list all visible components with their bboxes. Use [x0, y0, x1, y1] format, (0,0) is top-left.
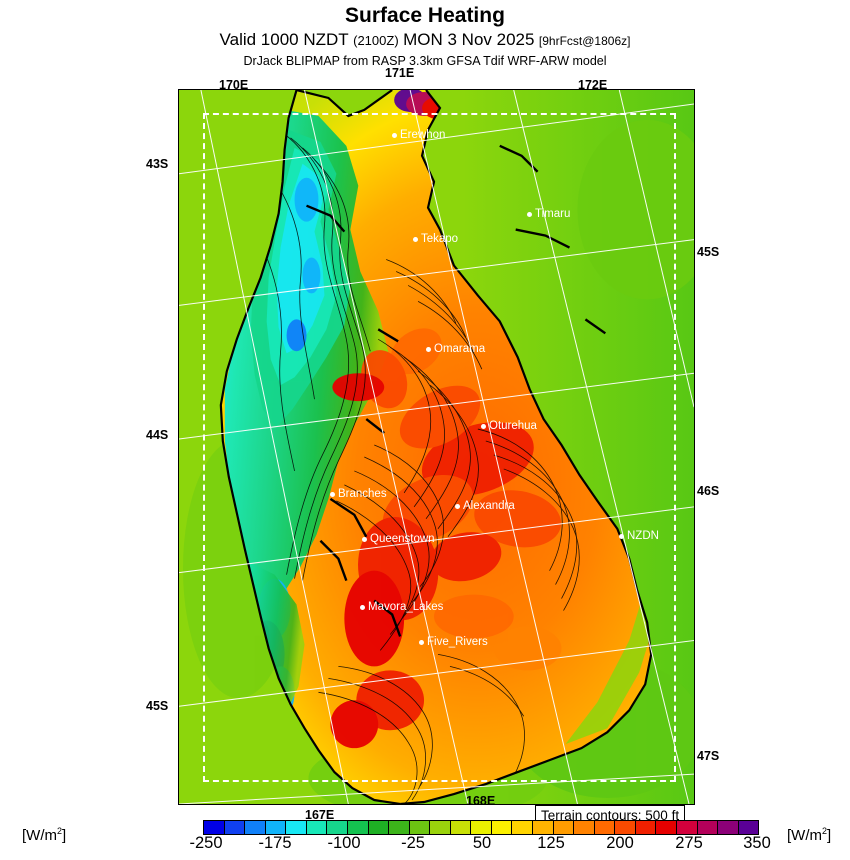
station-marker[interactable]: NZDN [619, 530, 659, 543]
station-label: Mavora_Lakes [368, 601, 444, 613]
colorbar-swatch-9 [389, 821, 410, 834]
colorbar-tick-8: 350 [743, 834, 771, 852]
station-dot-icon [330, 492, 335, 498]
station-label: Erewhon [400, 129, 446, 141]
colorbar-swatch-5 [306, 821, 328, 834]
colorbar-tick-6: 200 [606, 834, 634, 852]
colorbar-swatch-24 [697, 821, 719, 834]
station-marker[interactable]: Mavora_Lakes [360, 601, 444, 614]
model-source-line: DrJack BLIPMAP from RASP 3.3km GFSA Tdif… [243, 54, 607, 68]
colorbar-tick-5: 125 [537, 834, 565, 852]
lat-label-left-1: 44S [146, 428, 169, 442]
domain-boundary-box [203, 113, 676, 782]
station-dot-icon [455, 504, 460, 510]
station-dot-icon [413, 237, 418, 243]
colorbar-swatch-22 [656, 821, 677, 834]
colorbar-unit-left: [W/m2] [22, 826, 67, 844]
lon-label-top-0: 170E [219, 78, 249, 92]
colorbar-swatch-8 [368, 821, 390, 834]
surface-heating-raster [179, 90, 694, 804]
colorbar-swatch-0 [204, 821, 225, 834]
colorbar-swatch-26 [738, 821, 759, 834]
colorbar-swatch-11 [430, 821, 451, 834]
lat-label-right-1: 46S [697, 484, 720, 498]
lat-label-left-2: 45S [146, 699, 169, 713]
station-label: Oturehua [489, 420, 537, 432]
colorbar-swatch-14 [491, 821, 513, 834]
colorbar-tick-7: 275 [675, 834, 703, 852]
colorbar-swatch-23 [676, 821, 698, 834]
colorbar-tick-0: -250 [189, 834, 223, 852]
lon-label-top-2: 172E [578, 78, 608, 92]
colorbar-unit-right: [W/m2] [787, 826, 832, 844]
colorbar-swatch-15 [512, 821, 533, 834]
colorbar-panel: [W/m2] -250 -175 -100 -25 50 125 200 275 350 [W/… [0, 818, 850, 860]
colorbar-swatch-19 [594, 821, 616, 834]
lat-label-right-2: 47S [697, 749, 720, 763]
station-label: Timaru [535, 208, 571, 220]
colorbar-swatch-25 [718, 821, 739, 834]
station-marker[interactable]: Queenstown [362, 533, 435, 546]
station-dot-icon [481, 424, 486, 430]
colorbar-swatch-1 [224, 821, 246, 834]
station-label: Queenstown [370, 533, 435, 545]
station-dot-icon [426, 347, 431, 353]
lon-label-top-1: 171E [385, 66, 415, 80]
header: Surface Heating Valid 1000 NZDT (2100Z) … [0, 0, 850, 69]
lat-label-right-0: 45S [697, 245, 720, 259]
station-marker[interactable]: Timaru [527, 208, 571, 221]
station-marker[interactable]: Five_Rivers [419, 636, 488, 649]
valid-time-utc: (2100Z) [353, 33, 399, 48]
page-title: Surface Heating [345, 4, 505, 27]
station-label: Omarama [434, 343, 486, 355]
station-dot-icon [527, 212, 532, 218]
colorbar-swatch-10 [409, 821, 431, 834]
station-label: Tekapo [421, 233, 459, 245]
colorbar-swatch-12 [450, 821, 472, 834]
valid-time: Valid 1000 NZDT [219, 30, 349, 49]
station-dot-icon [360, 605, 365, 611]
colorbar-swatch-13 [471, 821, 492, 834]
station-marker[interactable]: Tekapo [413, 233, 459, 246]
valid-time-line: Valid 1000 NZDT (2100Z) MON 3 Nov 2025 [… [0, 29, 850, 52]
map-panel[interactable] [178, 89, 695, 805]
colorbar-swatch-4 [286, 821, 307, 834]
colorbar-swatch-18 [574, 821, 595, 834]
station-marker[interactable]: Erewhon [392, 129, 446, 142]
station-marker[interactable]: Oturehua [481, 420, 537, 433]
colorbar-swatch-20 [615, 821, 636, 834]
station-marker[interactable]: Alexandra [455, 500, 515, 513]
colorbar-swatch-3 [265, 821, 287, 834]
station-dot-icon [419, 640, 424, 646]
station-dot-icon [619, 534, 624, 540]
colorbar-tick-2: -100 [327, 834, 361, 852]
colorbar-swatch-16 [533, 821, 554, 834]
station-marker[interactable]: Branches [330, 488, 387, 501]
lon-label-bottom-0: 167E [305, 808, 335, 822]
colorbar-swatch-21 [635, 821, 657, 834]
station-label: Alexandra [463, 500, 515, 512]
station-label: Five_Rivers [427, 636, 488, 648]
lon-label-bottom-1: 168E [466, 794, 496, 808]
colorbar-swatch-7 [347, 821, 369, 834]
colorbar-swatches[interactable] [203, 820, 759, 835]
colorbar-tick-3: -25 [401, 834, 425, 852]
station-marker[interactable]: Omarama [426, 343, 486, 356]
valid-date: MON 3 Nov 2025 [403, 30, 535, 49]
station-label: Branches [338, 488, 387, 500]
colorbar-tick-1: -175 [258, 834, 292, 852]
lat-label-left-0: 43S [146, 157, 169, 171]
colorbar-swatch-17 [553, 821, 575, 834]
colorbar-swatch-2 [245, 821, 266, 834]
station-dot-icon [362, 537, 367, 543]
forecast-hour: [9hrFcst@1806z] [538, 34, 631, 48]
colorbar-swatch-6 [327, 821, 348, 834]
station-label: NZDN [627, 530, 659, 542]
colorbar-tick-4: 50 [472, 834, 492, 852]
station-dot-icon [392, 133, 397, 139]
